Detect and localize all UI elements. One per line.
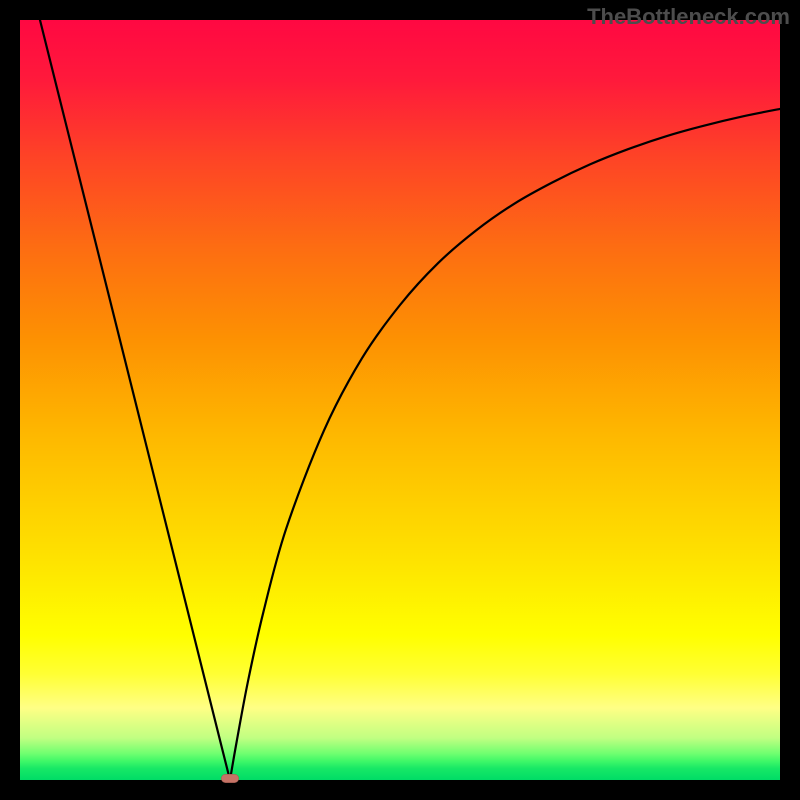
watermark-text: TheBottleneck.com (587, 4, 790, 30)
bottleneck-chart (0, 0, 800, 800)
minimum-marker (221, 774, 238, 782)
chart-container: TheBottleneck.com (0, 0, 800, 800)
